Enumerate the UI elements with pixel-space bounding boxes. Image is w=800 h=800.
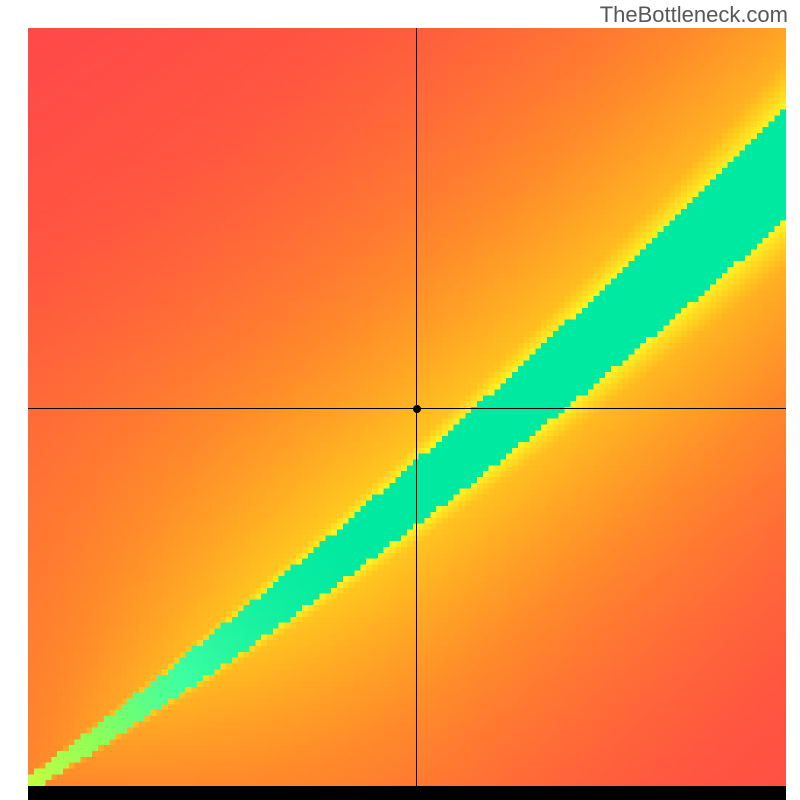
crosshair-horizontal xyxy=(28,408,786,409)
plot-bottom-border xyxy=(28,786,786,800)
watermark-text: TheBottleneck.com xyxy=(600,2,788,28)
chart-container: TheBottleneck.com xyxy=(0,0,800,800)
bottleneck-heatmap xyxy=(28,28,786,786)
crosshair-marker xyxy=(413,405,421,413)
